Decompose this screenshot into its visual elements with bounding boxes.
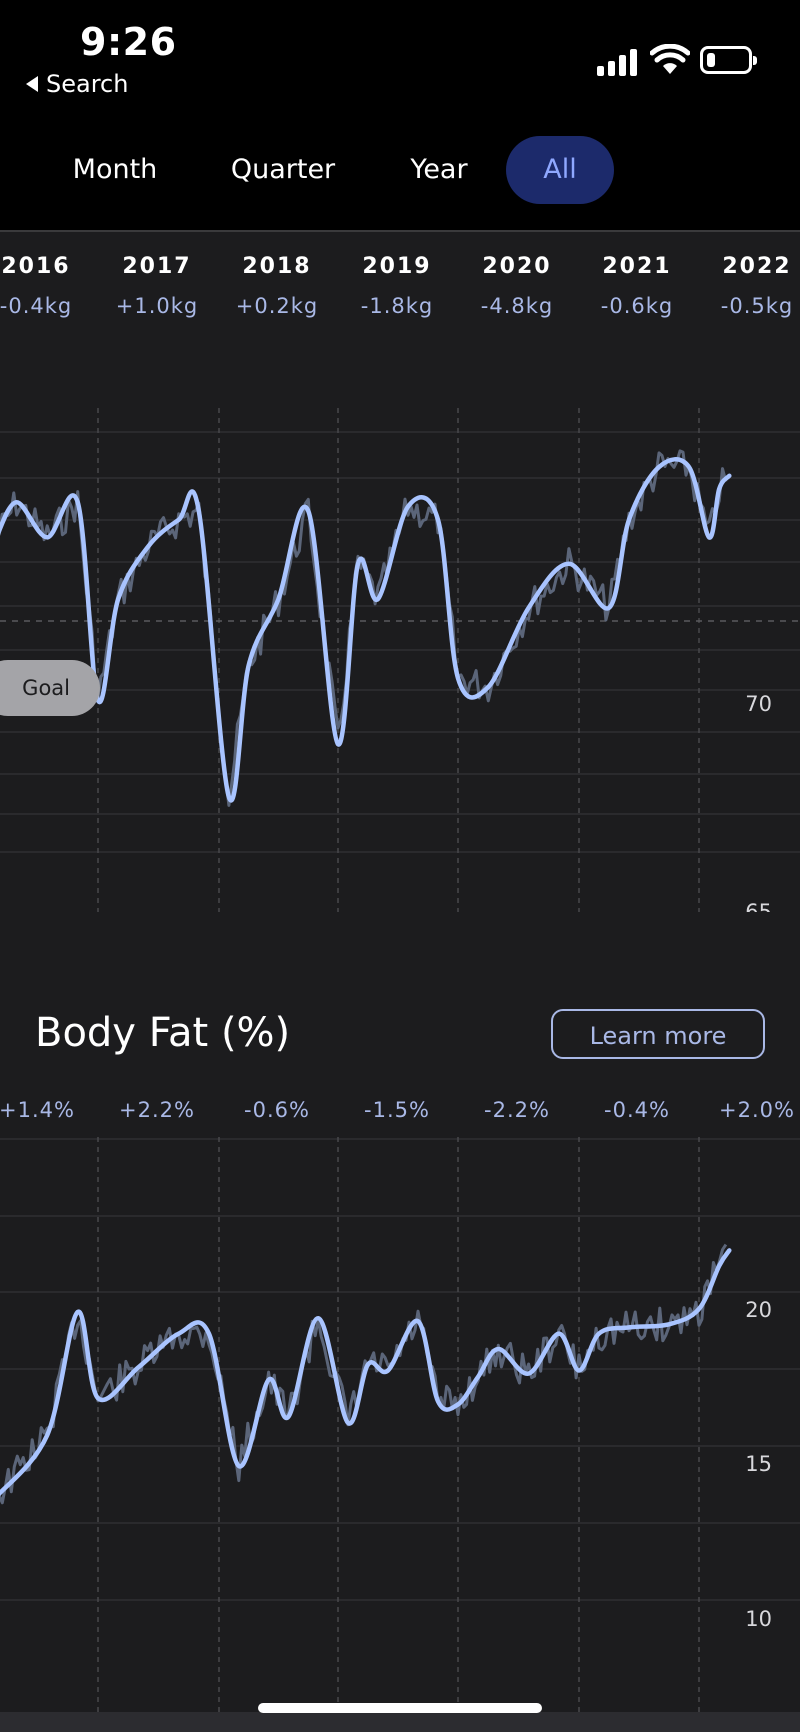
- home-area: [0, 1712, 800, 1732]
- body-fat-chart[interactable]: Body Fat (%) Learn more +1.4% +2.2% -0.6…: [0, 912, 800, 1712]
- y-axis-label: 65: [745, 900, 772, 914]
- trend-line: [0, 1248, 732, 1497]
- weight-change-label: +1.0kg: [115, 294, 199, 318]
- raw-measurement-line: [0, 1243, 728, 1505]
- section-title: Body Fat (%): [35, 1010, 291, 1056]
- fat-change-label: -0.4%: [604, 1098, 670, 1122]
- tab-quarter[interactable]: Quarter: [230, 154, 336, 185]
- home-indicator[interactable]: [258, 1703, 542, 1713]
- fat-change-label: -0.6%: [244, 1098, 310, 1122]
- body-fat-plot: [0, 1137, 800, 1712]
- weight-plot: [0, 408, 800, 912]
- battery-level: [707, 53, 715, 67]
- weight-change-label: -0.5kg: [720, 294, 794, 318]
- year-label: 2018: [242, 254, 312, 279]
- fat-change-label: +1.4%: [0, 1098, 75, 1122]
- y-axis-label: 70: [745, 692, 772, 716]
- period-tabs: Month Quarter Year All: [0, 120, 800, 232]
- wifi-icon: [650, 44, 690, 74]
- fat-change-label: +2.0%: [719, 1098, 795, 1122]
- year-label: 2016: [1, 254, 71, 279]
- cellular-signal-icon: [597, 48, 637, 76]
- year-label: 2019: [362, 254, 432, 279]
- year-label: 2021: [602, 254, 672, 279]
- weight-change-label: +0.2kg: [235, 294, 319, 318]
- weight-change-label: -0.6kg: [600, 294, 674, 318]
- battery-icon: [700, 46, 757, 74]
- year-label: 2022: [722, 254, 792, 279]
- tab-month[interactable]: Month: [72, 154, 158, 185]
- raw-measurement-line: [0, 449, 728, 807]
- tab-year[interactable]: Year: [410, 154, 468, 185]
- fat-change-label: -2.2%: [484, 1098, 550, 1122]
- status-bar: 9:26 Search: [0, 0, 800, 120]
- y-axis-label: 15: [745, 1452, 772, 1476]
- back-arrow-icon: [26, 76, 38, 92]
- tab-all[interactable]: All: [506, 136, 614, 204]
- weight-chart[interactable]: 2016 2017 2018 2019 2020 2021 2022 -0.4k…: [0, 232, 800, 914]
- learn-more-button[interactable]: Learn more: [551, 1009, 765, 1059]
- fat-change-label: -1.5%: [364, 1098, 430, 1122]
- year-label: 2020: [482, 254, 552, 279]
- back-label: Search: [46, 70, 129, 98]
- back-to-search-link[interactable]: Search: [26, 70, 128, 98]
- goal-badge[interactable]: Goal: [0, 660, 100, 716]
- fat-change-label: +2.2%: [119, 1098, 195, 1122]
- year-label: 2017: [122, 254, 192, 279]
- weight-change-label: -0.4kg: [0, 294, 73, 318]
- weight-change-label: -1.8kg: [360, 294, 434, 318]
- y-axis-label: 10: [745, 1607, 772, 1631]
- trend-line: [0, 457, 732, 803]
- status-time: 9:26: [80, 20, 177, 64]
- weight-change-label: -4.8kg: [480, 294, 554, 318]
- y-axis-label: 20: [745, 1298, 772, 1322]
